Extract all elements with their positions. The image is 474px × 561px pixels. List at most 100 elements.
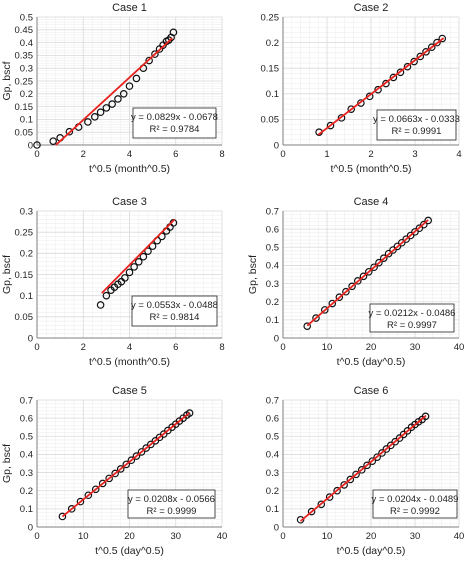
data-point (84, 118, 92, 126)
y-tick-label: 0.05 (261, 115, 280, 126)
y-tick-label: 0.6 (266, 413, 279, 424)
data-point (125, 268, 134, 277)
y-tick-label: 0.3 (20, 468, 33, 479)
y-tick-label: 0.2 (266, 38, 279, 49)
data-point (169, 28, 178, 37)
data-point (130, 263, 138, 271)
data-point (148, 242, 157, 250)
y-tick-label: 0.05 (15, 128, 34, 139)
y-tick-label: 0.5 (266, 243, 279, 254)
data-point (374, 85, 382, 94)
x-tick-label: 30 (170, 531, 181, 542)
x-axis-label: t^0.5 (month^0.5) (89, 163, 170, 175)
data-point (357, 466, 366, 474)
x-tick-label: 2 (368, 149, 373, 160)
x-tick-label: 1 (324, 149, 329, 160)
x-tick-label: 20 (366, 342, 377, 353)
chart-title: Case 6 (354, 385, 389, 397)
x-tick-label: 20 (124, 531, 135, 542)
data-point (406, 231, 415, 240)
chart-panel-2: 0 1 2 3 4 0 0.05 0.1 0.15 0.2 0.25 Case 2 t^0.5 (mon… (261, 2, 462, 175)
data-point (427, 43, 436, 52)
data-point (58, 512, 67, 521)
y-tick-label: 0.2 (20, 89, 33, 100)
y-tick-label: 0.15 (15, 270, 34, 281)
data-point (134, 257, 143, 266)
y-tick-label: 0.6 (266, 224, 279, 235)
x-tick-label: 20 (366, 531, 377, 542)
x-tick-label: 0 (280, 531, 285, 542)
data-point (393, 242, 402, 251)
data-point (342, 287, 350, 296)
data-point (438, 34, 447, 43)
data-point (373, 453, 381, 461)
x-tick-label: 10 (322, 531, 333, 542)
y-tick-label: 0.4 (266, 450, 279, 461)
y-tick-label: 0.5 (20, 12, 33, 23)
data-point (98, 479, 107, 488)
data-point (142, 444, 150, 452)
data-point (386, 441, 395, 450)
data-point (151, 50, 159, 58)
y-tick-label: 0.7 (266, 395, 279, 406)
data-point (65, 127, 74, 136)
data-point (433, 38, 441, 47)
y-tick-label: 0.2 (20, 486, 33, 497)
equation-box (372, 489, 458, 519)
data-point (422, 48, 430, 56)
y-tick-label: 0.4 (266, 261, 279, 272)
y-tick-label: 0 (274, 333, 279, 344)
data-point (391, 437, 400, 446)
y-tick-label: 0.45 (15, 25, 34, 36)
data-point (375, 258, 383, 267)
x-axis-label: t^0.5 (day^0.5) (337, 545, 406, 557)
data-point (307, 507, 316, 516)
data-point (397, 238, 406, 247)
y-tick-label: 0.3 (266, 279, 279, 290)
data-point (389, 246, 397, 254)
x-tick-label: 30 (410, 342, 421, 353)
y-axis-label: Gp, bscf (1, 444, 13, 483)
y-tick-label: 0.05 (15, 312, 34, 323)
chart-title: Case 4 (354, 196, 389, 208)
data-point (111, 469, 119, 478)
trendline (300, 414, 427, 522)
chart-panel-6: 0 10 20 30 40 0 0.1 0.2 0.3 0.4 0.5 0.6 0.7 Case 6 t^0… (266, 385, 465, 557)
trendline (61, 412, 191, 518)
data-point (67, 505, 76, 513)
x-tick-label: 40 (217, 531, 228, 542)
data-point (347, 105, 356, 113)
x-tick-label: 0 (280, 342, 285, 353)
data-point (145, 56, 153, 65)
chart-title: Case 3 (112, 196, 147, 208)
data-point (421, 412, 430, 421)
data-point (137, 448, 146, 456)
data-point (384, 249, 393, 258)
y-tick-label: 0.1 (266, 315, 279, 326)
y-tick-label: 0.4 (20, 38, 33, 49)
x-axis-label: t^0.5 (month^0.5) (89, 356, 170, 368)
x-tick-label: 4 (456, 149, 461, 160)
data-point (353, 277, 362, 285)
data-point (411, 228, 419, 236)
data-point (91, 485, 100, 494)
data-point (33, 141, 41, 149)
data-point (402, 235, 411, 243)
data-point (146, 440, 155, 449)
r-squared-label: R² = 0.9999 (147, 506, 197, 517)
y-tick-label: 0.5 (266, 432, 279, 443)
y-tick-label: 0.25 (15, 76, 34, 87)
x-tick-label: 40 (454, 531, 465, 542)
chart-title: Case 5 (112, 385, 147, 397)
x-tick-label: 0 (34, 531, 39, 542)
x-tick-label: 8 (219, 149, 224, 160)
x-tick-label: 10 (322, 342, 333, 353)
trendline-equation: y = 0.0663x - 0.0333 (373, 114, 460, 125)
y-tick-label: 0.4 (20, 450, 33, 461)
data-point (84, 491, 93, 500)
y-tick-label: 0 (28, 140, 33, 151)
data-point (382, 79, 390, 88)
r-squared-label: R² = 0.9997 (387, 320, 437, 331)
x-tick-label: 6 (173, 149, 178, 160)
